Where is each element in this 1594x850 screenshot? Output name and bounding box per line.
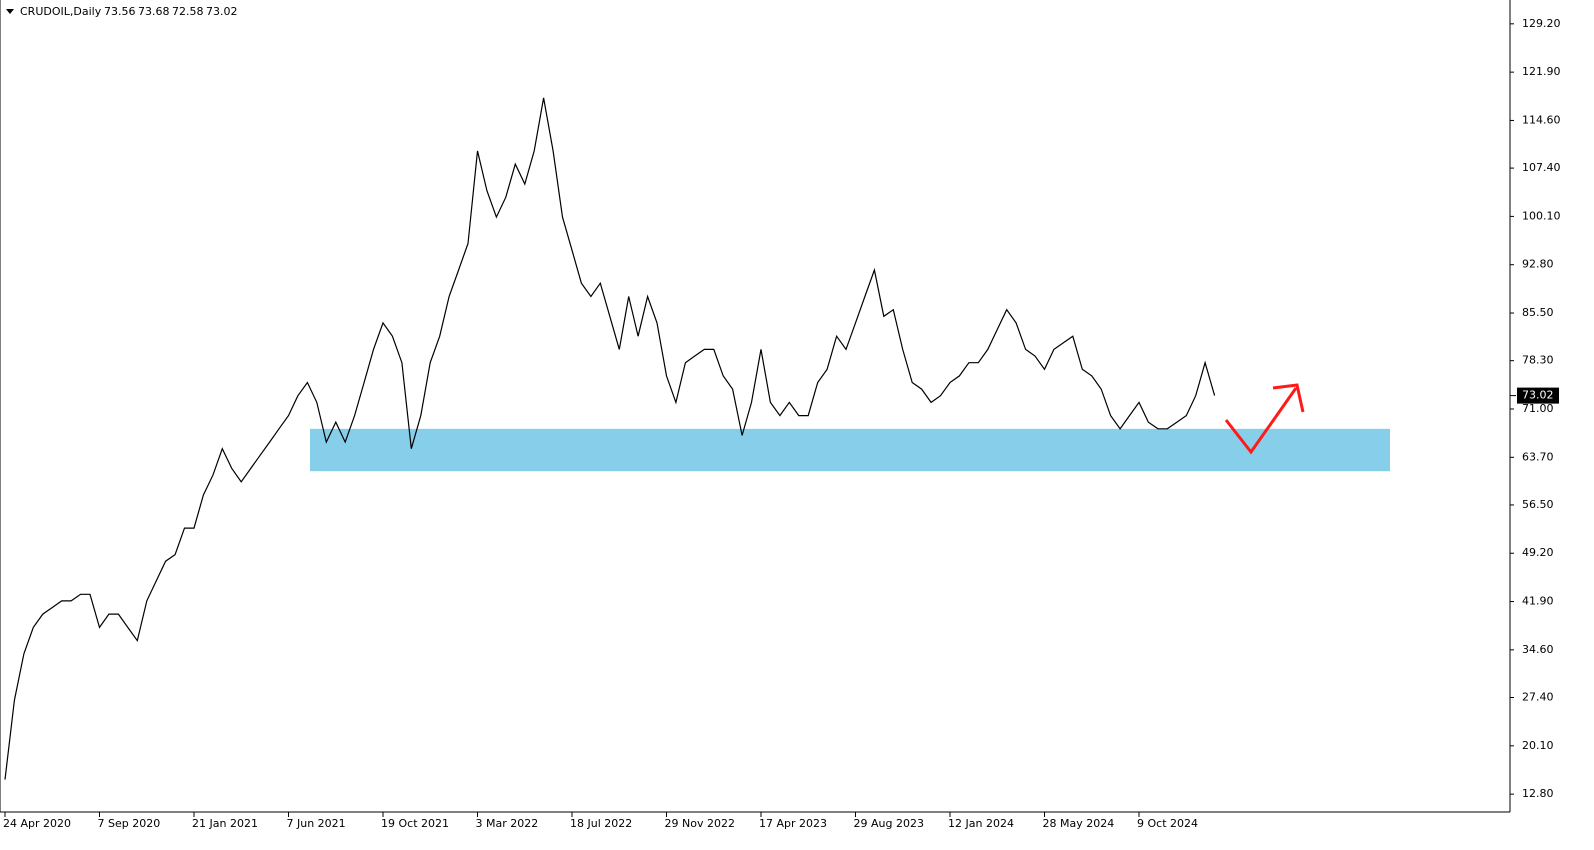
y-tick-label: 12.80 bbox=[1522, 787, 1554, 800]
y-tick-label: 63.70 bbox=[1522, 450, 1554, 463]
high-value: 73.68 bbox=[138, 5, 170, 18]
close-value: 73.02 bbox=[206, 5, 238, 18]
x-tick-label: 29 Nov 2022 bbox=[665, 817, 735, 830]
x-tick-label: 18 Jul 2022 bbox=[570, 817, 632, 830]
y-tick-label: 114.60 bbox=[1522, 113, 1561, 126]
x-tick-label: 24 Apr 2020 bbox=[3, 817, 71, 830]
low-value: 72.58 bbox=[172, 5, 204, 18]
x-tick-label: 9 Oct 2024 bbox=[1137, 817, 1198, 830]
y-tick-label: 100.10 bbox=[1522, 209, 1561, 222]
arrow-head bbox=[1272, 383, 1305, 413]
menu-triangle bbox=[6, 9, 14, 14]
x-tick-label: 17 Apr 2023 bbox=[759, 817, 827, 830]
x-tick-label: 3 Mar 2022 bbox=[476, 817, 539, 830]
y-tick-label: 129.20 bbox=[1522, 17, 1561, 30]
y-tick-label: 41.90 bbox=[1522, 595, 1554, 608]
x-tick-label: 28 May 2024 bbox=[1043, 817, 1115, 830]
zone-layer bbox=[310, 428, 1390, 472]
last-price-label: 73.02 bbox=[1522, 389, 1554, 402]
x-tick-label: 7 Jun 2021 bbox=[287, 817, 346, 830]
x-tick-label: 7 Sep 2020 bbox=[98, 817, 161, 830]
price-line bbox=[4, 97, 1216, 780]
open-value: 73.56 bbox=[104, 5, 136, 18]
last-price-box bbox=[1517, 387, 1559, 404]
support-zone bbox=[310, 428, 1390, 472]
y-tick-label: 56.50 bbox=[1522, 498, 1554, 511]
y-tick-label: 20.10 bbox=[1522, 739, 1554, 752]
y-tick-label: 121.90 bbox=[1522, 65, 1561, 78]
y-tick-label: 92.80 bbox=[1522, 258, 1554, 271]
arrow bbox=[1224, 387, 1298, 455]
x-tick-label: 19 Oct 2021 bbox=[381, 817, 449, 830]
y-tick-label: 85.50 bbox=[1522, 306, 1554, 319]
x-tick-label: 29 Aug 2023 bbox=[854, 817, 924, 830]
y-tick-label: 78.30 bbox=[1522, 354, 1554, 367]
y-tick-label: 27.40 bbox=[1522, 691, 1554, 704]
y-tick-label: 71.00 bbox=[1522, 402, 1554, 415]
y-tick-label: 34.60 bbox=[1522, 643, 1554, 656]
chart-title: CRUDOIL,Daily bbox=[20, 5, 102, 18]
x-tick-label: 21 Jan 2021 bbox=[192, 817, 258, 830]
y-tick-label: 107.40 bbox=[1522, 161, 1561, 174]
y-tick-label: 49.20 bbox=[1522, 546, 1554, 559]
x-tick-label: 12 Jan 2024 bbox=[948, 817, 1014, 830]
